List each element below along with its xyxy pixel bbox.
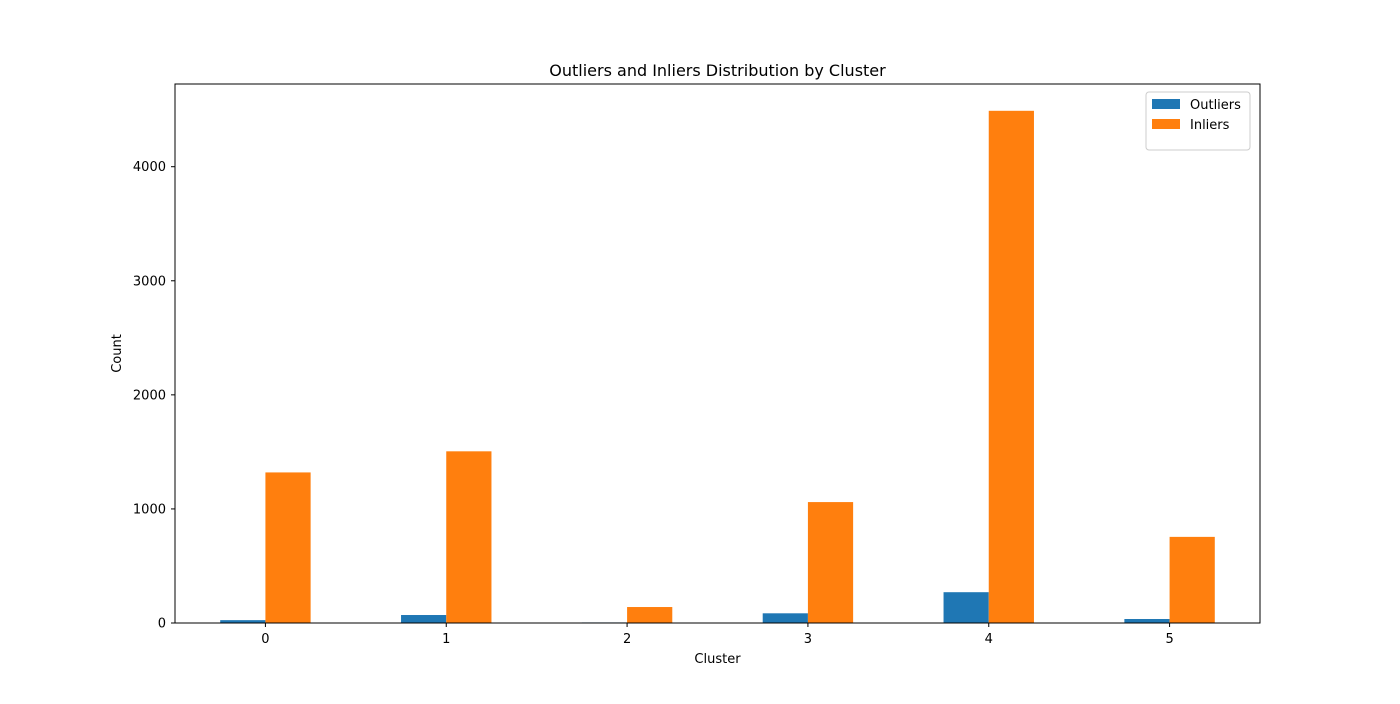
chart-title: Outliers and Inliers Distribution by Clu… bbox=[549, 61, 886, 80]
bar-inliers-cluster-4 bbox=[988, 110, 1034, 623]
bar-inliers-cluster-5 bbox=[1169, 536, 1215, 623]
y-tick-label: 1000 bbox=[133, 502, 166, 517]
x-axis-label: Cluster bbox=[694, 652, 741, 667]
legend-swatch-outliers bbox=[1152, 99, 1180, 109]
bar-inliers-cluster-0 bbox=[265, 472, 311, 623]
y-axis-label: Count bbox=[110, 334, 125, 373]
x-tick-label: 1 bbox=[442, 632, 450, 647]
x-tick-label: 3 bbox=[804, 632, 812, 647]
bar-outliers-cluster-0 bbox=[220, 620, 266, 623]
y-axis-ticks: 0 1000 2000 3000 4000 bbox=[133, 160, 175, 632]
y-tick-label: 3000 bbox=[133, 274, 166, 289]
y-tick-label: 4000 bbox=[133, 160, 166, 175]
bar-outliers-cluster-5 bbox=[1124, 619, 1170, 623]
bars-layer bbox=[220, 110, 1215, 623]
bar-outliers-cluster-3 bbox=[762, 613, 808, 623]
bar-outliers-cluster-4 bbox=[943, 592, 989, 623]
bar-outliers-cluster-1 bbox=[401, 615, 447, 623]
x-tick-label: 0 bbox=[261, 632, 269, 647]
x-axis-ticks: 0 1 2 3 4 5 bbox=[261, 623, 1174, 647]
bar-inliers-cluster-1 bbox=[446, 451, 492, 623]
plot-area-frame bbox=[174, 83, 1261, 624]
bar-inliers-cluster-3 bbox=[807, 502, 854, 623]
x-tick-label: 4 bbox=[985, 632, 993, 647]
legend-label-inliers: Inliers bbox=[1190, 118, 1230, 133]
y-tick-label: 2000 bbox=[133, 388, 166, 403]
legend-swatch-inliers bbox=[1152, 119, 1180, 129]
x-tick-label: 2 bbox=[623, 632, 631, 647]
legend-label-outliers: Outliers bbox=[1190, 98, 1241, 113]
y-tick-label: 0 bbox=[158, 617, 166, 632]
legend: Outliers Inliers bbox=[1145, 91, 1251, 151]
x-tick-label: 5 bbox=[1165, 632, 1173, 647]
bar-inliers-cluster-2 bbox=[627, 607, 673, 623]
